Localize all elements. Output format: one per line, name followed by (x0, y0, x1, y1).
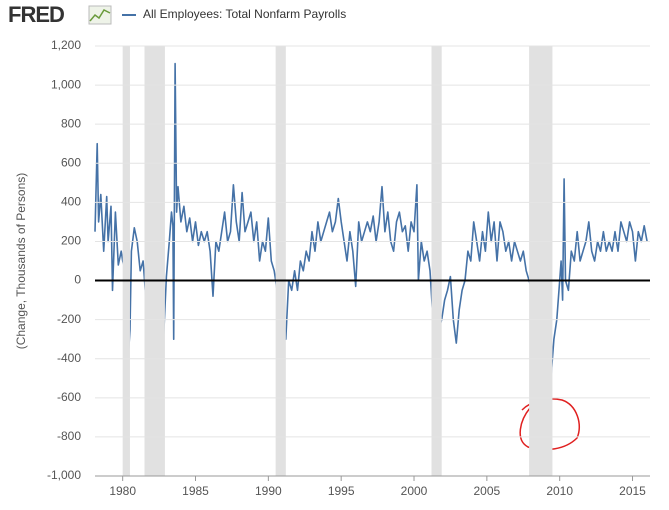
x-tick-label: 2005 (473, 484, 500, 498)
y-tick-label: 1,000 (51, 77, 81, 91)
x-tick-label: 1980 (109, 484, 136, 498)
recession-band (431, 46, 442, 476)
y-tick-label: -800 (57, 429, 81, 443)
x-tick-label: 2000 (401, 484, 428, 498)
y-tick-label: 200 (61, 234, 81, 248)
legend-label: All Employees: Total Nonfarm Payrolls (143, 7, 346, 21)
x-tick-label: 1990 (255, 484, 282, 498)
y-tick-label: 800 (61, 116, 81, 130)
logo: FRED (8, 2, 64, 27)
y-axis-label: (Change, Thousands of Persons) (14, 173, 28, 350)
x-tick-label: 1995 (328, 484, 355, 498)
y-tick-label: -600 (57, 390, 81, 404)
series-line (94, 62, 648, 442)
logo-icon (88, 5, 112, 25)
y-tick-label: -400 (57, 351, 81, 365)
y-tick-label: -1,000 (47, 468, 81, 482)
y-tick-label: -200 (57, 312, 81, 326)
recession-band (144, 46, 165, 476)
y-tick-label: 600 (61, 155, 81, 169)
x-tick-label: 2010 (546, 484, 573, 498)
x-tick-label: 2015 (619, 484, 646, 498)
y-tick-label: 1,200 (51, 38, 81, 52)
y-tick-label: 0 (74, 273, 81, 287)
recession-band (529, 46, 553, 476)
recession-band (275, 46, 286, 476)
recession-band (122, 46, 130, 476)
y-tick-label: 400 (61, 195, 81, 209)
x-tick-label: 1985 (182, 484, 209, 498)
